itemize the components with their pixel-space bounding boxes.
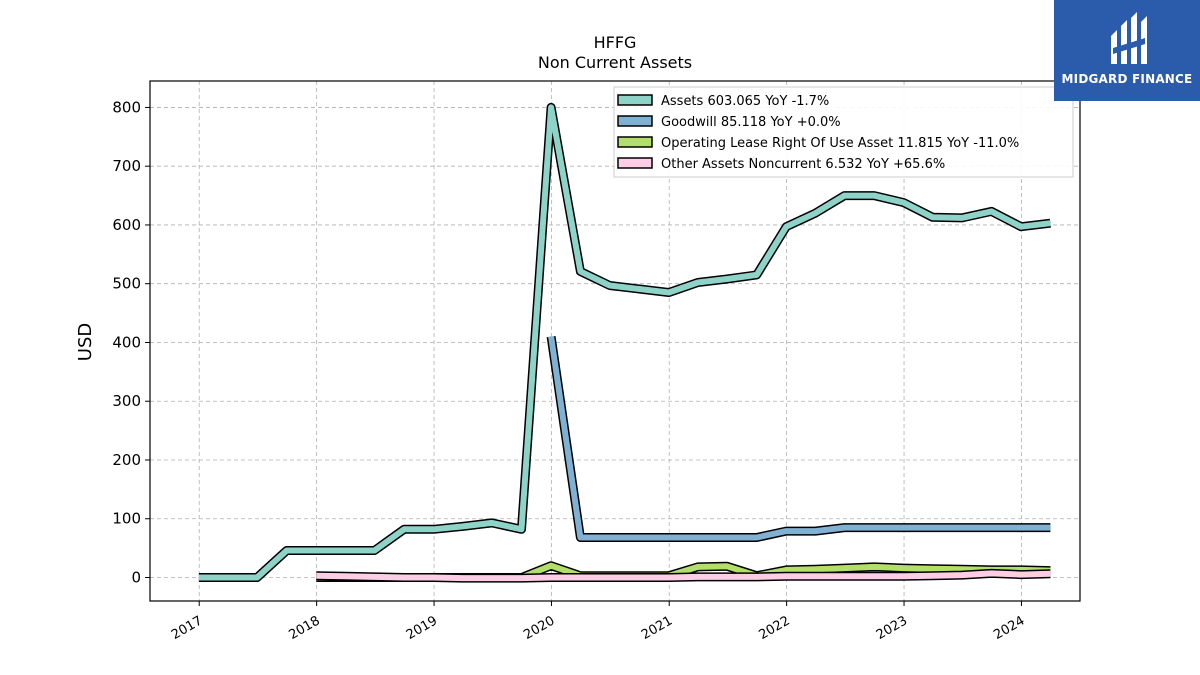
legend-swatch <box>617 115 653 127</box>
y-tick-label: 200 <box>112 451 141 469</box>
series-line <box>198 104 1051 581</box>
x-tick-label: 2022 <box>756 613 792 643</box>
legend-swatch <box>617 157 653 169</box>
series-line <box>316 570 1051 582</box>
x-tick-label: 2020 <box>521 613 557 643</box>
chart-subtitle: Non Current Assets <box>538 53 692 72</box>
y-tick-label: 700 <box>112 157 141 175</box>
series-line-outline <box>546 335 1051 542</box>
legend-box <box>613 86 1074 178</box>
legend: Assets 603.065 YoY -1.7% Goodwill 85.118 … <box>613 86 1074 178</box>
y-tick-label: 500 <box>112 275 141 293</box>
y-tick-label: 600 <box>112 216 141 234</box>
plot-frame <box>149 80 1081 602</box>
y-tick-label: 400 <box>112 333 141 351</box>
legend-label: Goodwill 85.118 YoY +0.0% <box>661 115 841 130</box>
x-tick-label: 2024 <box>991 613 1027 643</box>
series-0 <box>198 102 1051 582</box>
brand-name: MIDGARD FINANCE <box>1061 72 1193 86</box>
legend-label: Assets 603.065 YoY -1.7% <box>661 94 829 109</box>
series-1 <box>546 335 1051 542</box>
chart-title: HFFG <box>594 33 637 52</box>
legend-swatch <box>617 136 653 148</box>
y-tick-label: 300 <box>112 392 141 410</box>
x-ticks: 2017 2018 2019 2020 2021 2022 2023 2024 <box>169 601 1027 643</box>
series-3 <box>316 568 1051 583</box>
y-axis-label: USD <box>75 323 96 361</box>
y-tick-label: 800 <box>112 98 141 116</box>
y-ticks: 0 100 200 300 400 500 600 700 800 <box>112 98 150 586</box>
y-tick-label: 100 <box>112 510 141 528</box>
x-tick-label: 2019 <box>404 613 440 643</box>
brand-logo: MIDGARD FINANCE <box>1054 0 1200 101</box>
series-line <box>548 336 1051 541</box>
x-tick-label: 2017 <box>169 613 205 643</box>
legend-swatch <box>617 94 653 106</box>
x-tick-label: 2021 <box>639 613 675 643</box>
y-tick-label: 0 <box>131 568 141 586</box>
legend-label: Operating Lease Right Of Use Asset 11.81… <box>661 136 1019 151</box>
x-tick-label: 2018 <box>286 613 322 643</box>
x-tick-label: 2023 <box>874 613 910 643</box>
brand-mark-icon <box>1111 12 1147 64</box>
legend-label: Other Assets Noncurrent 6.532 YoY +65.6% <box>661 157 945 172</box>
series-layer <box>198 102 1051 583</box>
